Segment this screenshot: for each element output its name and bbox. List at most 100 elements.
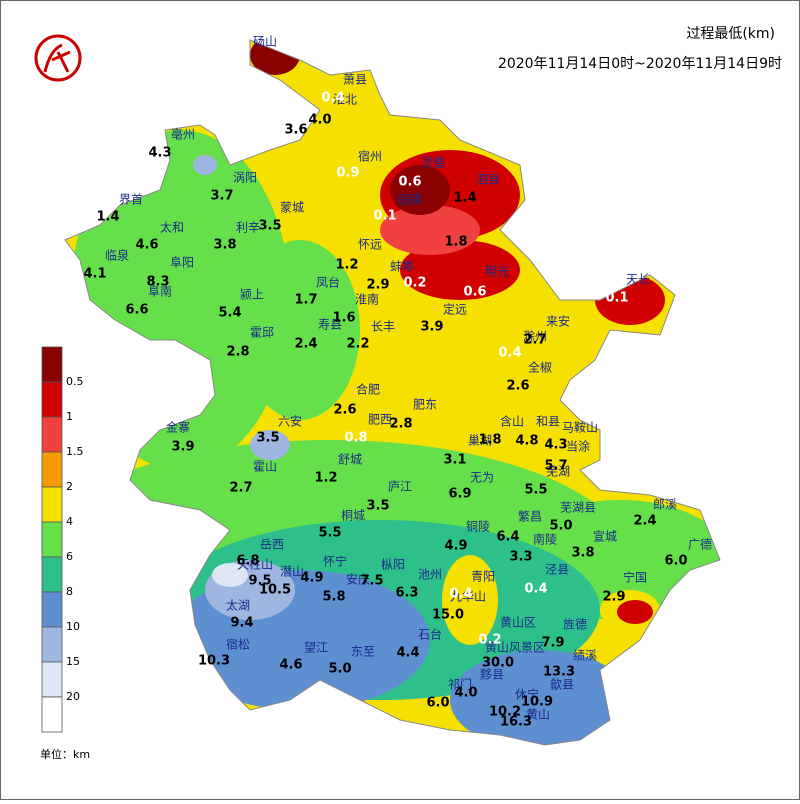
place-name: 潜山 bbox=[280, 565, 304, 579]
reading-value: 3.3 bbox=[509, 550, 532, 565]
place-name: 凤台 bbox=[316, 275, 340, 290]
place-name: 阜阳 bbox=[170, 256, 194, 270]
place-name: 安庆 bbox=[346, 572, 370, 587]
reading-value: 5.0 bbox=[328, 662, 351, 677]
place-name: 石台 bbox=[418, 627, 442, 642]
place-name: 和县 bbox=[536, 415, 560, 429]
reading-value: 3.9 bbox=[420, 320, 443, 335]
place-name: 霍山 bbox=[253, 460, 277, 474]
place-name: 黟县 bbox=[480, 668, 504, 682]
place-name: 当涂 bbox=[566, 439, 590, 454]
reading-value: 3.5 bbox=[366, 499, 389, 514]
place-name: 萧县 bbox=[343, 73, 367, 87]
reading-value: 2.6 bbox=[333, 403, 356, 418]
place-name: 全椒 bbox=[528, 360, 552, 375]
place-name: 巢湖 bbox=[468, 433, 492, 448]
legend-swatch bbox=[41, 556, 63, 593]
reading-value: 3.5 bbox=[256, 431, 279, 446]
place-name: 金寨 bbox=[166, 420, 190, 435]
reading-value: 0.4 bbox=[498, 346, 521, 361]
place-name: 寿县 bbox=[318, 318, 342, 332]
reading-value: 7.9 bbox=[541, 636, 564, 651]
reading-value: 0.4 bbox=[524, 582, 547, 597]
reading-value: 4.3 bbox=[544, 438, 567, 453]
reading-value: 4.9 bbox=[300, 571, 323, 586]
reading-value: 4.3 bbox=[148, 146, 171, 161]
reading-value: 30.0 bbox=[482, 656, 514, 671]
place-name: 祁门 bbox=[448, 677, 472, 692]
place-name: 繁昌 bbox=[518, 509, 542, 524]
reading-value: 3.1 bbox=[443, 453, 466, 468]
place-name: 望江 bbox=[304, 641, 328, 655]
legend-swatch bbox=[41, 626, 63, 663]
legend-swatch bbox=[41, 521, 63, 558]
reading-value: 6.3 bbox=[395, 586, 418, 601]
legend-label: 8 bbox=[66, 585, 73, 598]
place-name: 芜湖县 bbox=[560, 500, 596, 515]
reading-value: 2.2 bbox=[346, 337, 369, 352]
reading-value: 10.5 bbox=[259, 583, 291, 598]
reading-value: 2.4 bbox=[633, 514, 656, 529]
reading-value: 8.3 bbox=[146, 275, 169, 290]
reading-value: 6.0 bbox=[426, 696, 449, 711]
legend-swatch bbox=[41, 661, 63, 698]
reading-value: 3.9 bbox=[171, 440, 194, 455]
reading-value: 13.3 bbox=[543, 665, 575, 680]
reading-value: 4.9 bbox=[444, 539, 467, 554]
reading-value: 16.3 bbox=[500, 715, 532, 730]
legend-label: 1.5 bbox=[66, 445, 84, 458]
place-name: 南陵 bbox=[533, 532, 557, 547]
reading-value: 1.2 bbox=[314, 471, 337, 486]
legend-swatch bbox=[41, 486, 63, 523]
reading-value: 6.9 bbox=[448, 487, 471, 502]
place-name: 固镇 bbox=[398, 193, 422, 207]
place-name: 界首 bbox=[119, 193, 143, 207]
place-name: 肥西 bbox=[368, 413, 392, 427]
reading-value: 1.4 bbox=[453, 191, 476, 206]
reading-value: 0.2 bbox=[403, 276, 426, 291]
place-name: 旌德 bbox=[563, 617, 587, 632]
reading-value: 0.2 bbox=[478, 633, 501, 648]
reading-value: 3.8 bbox=[571, 546, 594, 561]
legend-unit: 单位：km bbox=[40, 747, 90, 761]
place-name: 滁州 bbox=[523, 329, 547, 344]
place-name: 怀宁 bbox=[323, 554, 347, 569]
reading-value: 5.5 bbox=[318, 526, 341, 541]
title: 过程最低(km) bbox=[686, 26, 775, 42]
place-name: 太和 bbox=[160, 220, 184, 235]
logo bbox=[34, 34, 82, 82]
place-name: 怀远 bbox=[358, 238, 382, 252]
place-name: 泗县 bbox=[476, 173, 500, 187]
place-name: 淮北 bbox=[333, 93, 357, 107]
place-name: 灵璧 bbox=[421, 155, 445, 170]
reading-value: 2.7 bbox=[523, 333, 546, 348]
place-name: 九华山 bbox=[450, 590, 486, 604]
reading-value: 4.6 bbox=[279, 658, 302, 673]
reading-value: 0.4 bbox=[449, 587, 472, 602]
reading-value: 2.4 bbox=[294, 337, 317, 352]
place-name: 太湖 bbox=[226, 598, 250, 613]
legend-swatch bbox=[41, 381, 63, 418]
reading-value: 6.6 bbox=[125, 303, 148, 318]
place-name: 阜南 bbox=[148, 284, 172, 299]
legend-swatch bbox=[41, 696, 63, 733]
reading-value: 5.0 bbox=[549, 519, 572, 534]
place-name: 明光 bbox=[485, 265, 509, 279]
place-name: 枞阳 bbox=[381, 558, 405, 572]
place-name: 休宁 bbox=[515, 687, 539, 702]
reading-value: 9.5 bbox=[248, 574, 271, 589]
reading-value: 3.8 bbox=[213, 238, 236, 253]
reading-value: 2.8 bbox=[226, 345, 249, 360]
period: 2020年11月14日0时~2020年11月14日9时 bbox=[498, 56, 782, 72]
legend-label: 0.5 bbox=[66, 375, 84, 388]
place-name: 池州 bbox=[418, 568, 442, 582]
place-name: 颍上 bbox=[240, 288, 264, 302]
place-name: 霍邱 bbox=[250, 326, 274, 340]
reading-value: 2.8 bbox=[389, 417, 412, 432]
place-name: 绩溪 bbox=[573, 649, 597, 663]
reading-value: 2.9 bbox=[602, 590, 625, 605]
reading-value: 4.8 bbox=[515, 434, 538, 449]
place-name: 黄山区 bbox=[500, 616, 536, 630]
place-name: 铜陵 bbox=[466, 519, 490, 534]
reading-value: 7.5 bbox=[360, 574, 383, 589]
